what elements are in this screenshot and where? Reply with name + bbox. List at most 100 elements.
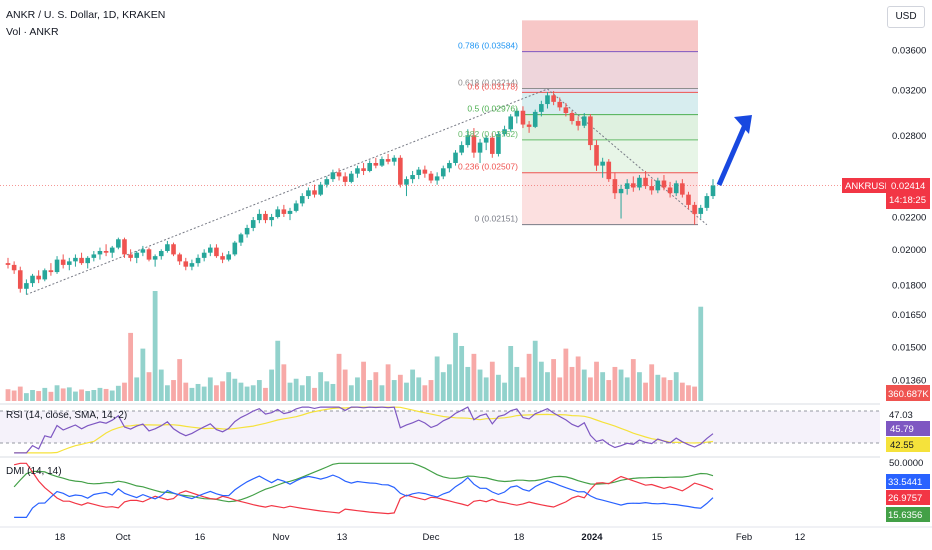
volume-bar	[385, 364, 391, 401]
volume-bar	[324, 381, 330, 401]
candle-body	[171, 244, 176, 255]
candle-body	[11, 264, 17, 271]
candle-body	[269, 216, 274, 221]
volume-bar	[477, 369, 483, 401]
candle-body	[54, 259, 60, 273]
volume-bar	[171, 380, 176, 401]
volume-bar	[23, 393, 29, 401]
volume-bar	[73, 391, 78, 401]
volume-bar	[545, 372, 550, 401]
price-tick-label: 0.02000	[892, 245, 926, 256]
volume-bar	[594, 361, 599, 401]
candle-body	[158, 250, 164, 257]
volume-bar	[183, 382, 189, 401]
candle-body	[686, 194, 691, 205]
fib-level-label: 0.382 (0.02762)	[458, 129, 518, 139]
candle-body	[134, 252, 140, 258]
candle-body	[97, 250, 103, 255]
candle-body	[667, 187, 673, 194]
volume-bar	[263, 387, 268, 401]
candle-body	[165, 244, 170, 251]
price-tick-label: 0.01800	[892, 281, 926, 292]
candle-body	[208, 247, 213, 253]
candle-body	[551, 95, 556, 102]
volume-bar	[679, 382, 685, 401]
volume-badge-text: 360.687K	[888, 389, 929, 400]
volume-bar	[489, 361, 495, 401]
volume-bar	[379, 385, 385, 401]
candle-body	[189, 263, 195, 267]
volume-bar	[459, 346, 465, 401]
trend-lines	[26, 88, 708, 296]
volume-bar	[355, 377, 360, 401]
volume-bar	[422, 385, 428, 401]
volume-bar	[649, 364, 655, 401]
candle-body	[48, 270, 54, 273]
volume-bar	[226, 372, 232, 401]
candle-body	[496, 134, 501, 154]
volume-bar	[698, 306, 704, 401]
candle-body	[459, 145, 464, 153]
candle-body	[109, 247, 115, 253]
symbol-price-badge: ANKRUSD 0.02414 14:18:25	[842, 178, 930, 209]
volume-bar	[122, 382, 127, 401]
candle-body	[624, 183, 630, 189]
volume-bar	[336, 353, 342, 401]
candle-body	[465, 135, 471, 146]
volume-bar	[655, 374, 661, 401]
fib-zone	[522, 88, 698, 93]
candle-body	[60, 259, 66, 265]
volume-bar	[471, 353, 477, 401]
volume-bar	[312, 387, 317, 401]
symbol-title[interactable]: ANKR / U. S. Dollar, 1D, KRAKEN	[6, 9, 166, 21]
candle-body	[42, 270, 48, 280]
volume-bar	[692, 386, 698, 401]
price-tick-label: 0.03600	[892, 46, 926, 57]
volume-legend[interactable]: Vol · ANKR	[6, 26, 59, 38]
time-tick-label: 15	[652, 532, 663, 543]
volume-bar	[305, 376, 311, 401]
volume-bar	[453, 332, 458, 401]
volume-bar	[128, 332, 134, 401]
currency-button[interactable]: USD	[887, 6, 925, 28]
candle-body	[244, 227, 250, 235]
price-tick-label: 0.02200	[892, 212, 926, 223]
volume-bar	[97, 387, 103, 401]
candle-body	[655, 180, 661, 191]
volume-bar	[520, 377, 526, 401]
candle-body	[116, 239, 121, 248]
time-axis[interactable]: 18 Oct 16 Nov 13 Dec 18 2024 15 Feb 12	[55, 532, 806, 543]
candle-body	[502, 129, 507, 135]
candle-body	[704, 196, 710, 208]
price-axis[interactable]: 0.03600 0.03200 0.02800 0.02200 0.02000 0.018…	[892, 46, 926, 387]
volume-bar	[134, 377, 140, 401]
candle-body	[349, 173, 354, 182]
volume-bar	[177, 359, 183, 401]
volume-bar	[532, 340, 538, 401]
dmi-adx-badge: 15.6356	[888, 510, 922, 521]
volume-bar	[256, 380, 262, 401]
candle-body	[637, 177, 642, 188]
volume-bar	[686, 385, 691, 401]
candle-body	[318, 184, 323, 195]
dmi-plus-badge: 33.5441	[888, 477, 922, 488]
dmi-title[interactable]: DMI (14, 14)	[6, 466, 62, 477]
fib-level-labels: 0.786 (0.03584) 0.618 (0.03214)0.6 (0.031…	[458, 41, 518, 224]
candle-body	[532, 111, 538, 127]
price-tick-label: 0.01500	[892, 342, 926, 353]
volume-bar	[600, 372, 606, 401]
rsi-title[interactable]: RSI (14, close, SMA, 14, 2)	[6, 410, 127, 421]
time-tick-label: Nov	[273, 532, 290, 543]
rsi-value-badge: 45.79	[890, 424, 914, 435]
candle-body	[30, 275, 35, 284]
candle-body	[140, 249, 146, 253]
candle-body	[588, 116, 593, 146]
time-tick-label: Dec	[423, 532, 440, 543]
candle-body	[281, 209, 287, 214]
volume-bar	[11, 390, 17, 401]
candle-body	[385, 159, 391, 162]
dmi-minus-badge: 26.9757	[888, 493, 922, 504]
volume-bar	[91, 390, 97, 401]
candle-body	[128, 254, 133, 258]
